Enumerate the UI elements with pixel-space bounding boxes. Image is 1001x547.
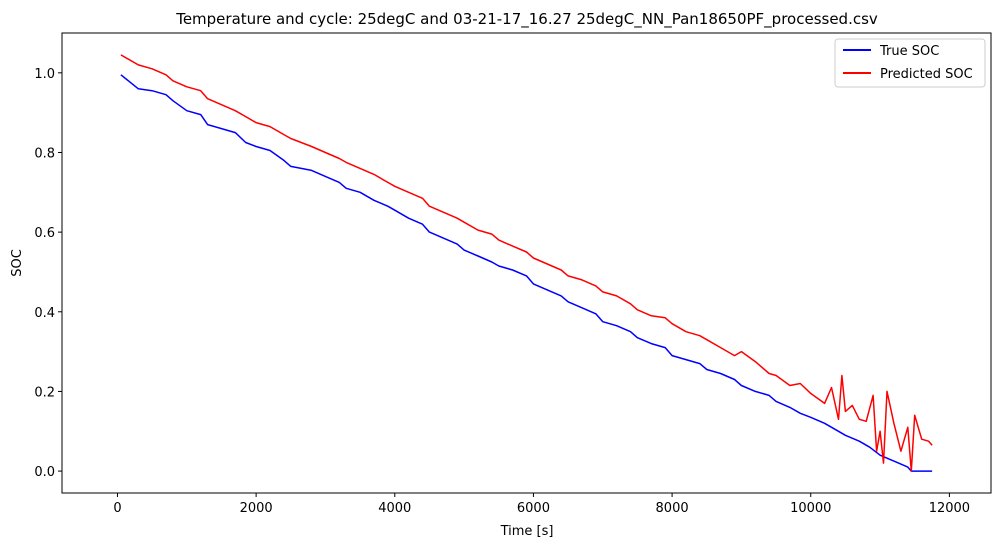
y-tick-label: 0.8 (34, 146, 55, 161)
legend-label-predicted-soc: Predicted SOC (880, 67, 973, 82)
legend: True SOC Predicted SOC (834, 38, 986, 88)
plot-frame (61, 32, 992, 494)
y-axis-label: SOC (10, 249, 25, 277)
x-tick-label: 8000 (656, 501, 689, 516)
legend-box (834, 38, 986, 88)
x-axis-label: Time [s] (500, 524, 554, 539)
x-tick-label: 4000 (378, 501, 411, 516)
predicted-soc-line (120, 54, 933, 472)
x-tick-label: 10000 (790, 501, 831, 516)
x-tick-label: 6000 (517, 501, 550, 516)
true-soc-line (120, 74, 933, 472)
x-tick-label: 2000 (240, 501, 273, 516)
y-tick-label: 0.2 (34, 385, 55, 400)
y-tick-label: 1.0 (34, 67, 55, 82)
x-axis: 0 2000 4000 6000 8000 10000 12000 (113, 493, 970, 516)
y-axis: 0.0 0.2 0.4 0.6 0.8 1.0 (34, 67, 62, 480)
chart-title: Temperature and cycle: 25degC and 03-21-… (175, 10, 878, 29)
y-tick-label: 0.4 (34, 306, 55, 321)
series-layer (120, 54, 933, 472)
plot-area (62, 33, 991, 493)
y-tick-label: 0.6 (34, 226, 55, 241)
x-tick-label: 12000 (929, 501, 970, 516)
y-tick-label: 0.0 (34, 465, 55, 480)
legend-label-true-soc: True SOC (879, 44, 939, 59)
x-tick-label: 0 (113, 501, 121, 516)
